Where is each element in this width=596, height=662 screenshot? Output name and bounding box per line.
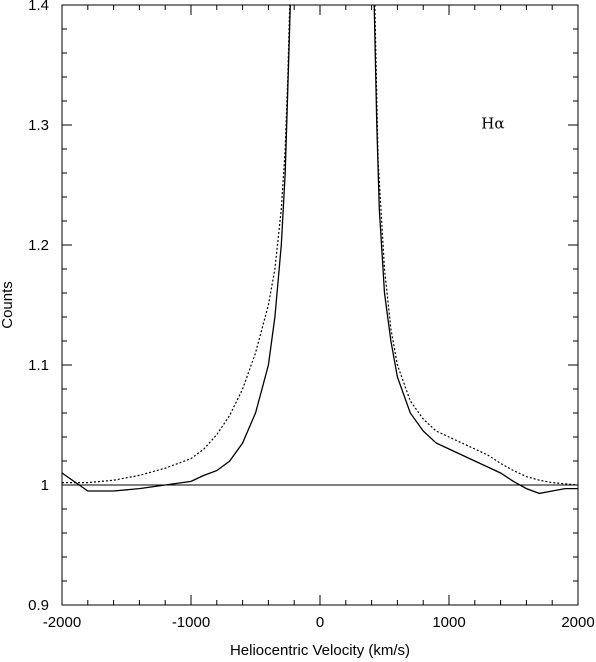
series-line-dotted <box>62 5 578 486</box>
x-tick-label: -2000 <box>43 614 81 631</box>
x-axis-title: Heliocentric Velocity (km/s) <box>230 642 410 659</box>
series-group <box>62 5 578 495</box>
series-line-solid <box>62 5 578 495</box>
annotation-label: Hα <box>481 115 504 133</box>
plot-frame <box>61 4 579 606</box>
axes <box>61 4 579 606</box>
y-tick-label: 1.2 <box>28 237 49 254</box>
x-tick-label: 0 <box>316 614 324 631</box>
y-tick-label: 1 <box>41 477 49 494</box>
x-tick-label: 2000 <box>561 614 594 631</box>
y-axis-title: Counts <box>0 281 16 329</box>
y-tick-label: 1.1 <box>28 357 49 374</box>
y-tick-label: 1.4 <box>28 0 49 14</box>
x-tick-label: 1000 <box>432 614 465 631</box>
x-tick-label: -1000 <box>172 614 210 631</box>
y-tick-label: 1.3 <box>28 117 49 134</box>
y-tick-label: 0.9 <box>28 597 49 614</box>
